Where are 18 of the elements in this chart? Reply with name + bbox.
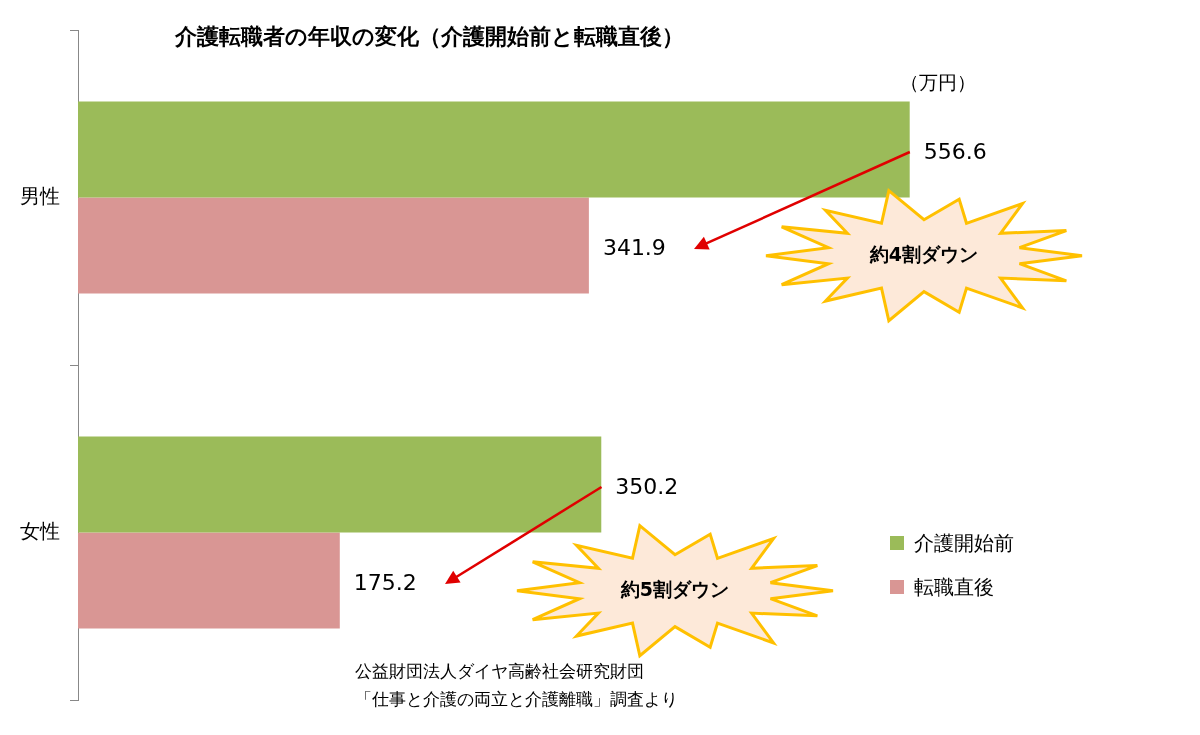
annotation: 公益財団法人ダイヤ高齢社会研究財団 <box>355 660 644 683</box>
bar <box>78 532 340 629</box>
bar <box>78 436 602 533</box>
y-tick-label: 男性 <box>20 183 60 208</box>
legend-label: 介護開始前 <box>914 531 1014 555</box>
data-label: 341.9 <box>602 235 666 261</box>
bar <box>78 197 589 294</box>
data-label: 350.2 <box>615 474 679 500</box>
data-label: 556.6 <box>923 139 987 165</box>
bar <box>78 101 910 198</box>
annotation: 約4割ダウン <box>869 242 978 268</box>
annotation: 約5割ダウン <box>620 577 729 603</box>
data-label: 175.2 <box>353 570 417 596</box>
chart-title: 介護転職者の年収の変化（介護開始前と転職直後） <box>175 23 684 51</box>
annotation: （万円） <box>899 70 976 95</box>
y-tick-label: 女性 <box>20 518 60 543</box>
annotation: 「仕事と介護の両立と介護離職」調査より <box>355 688 678 711</box>
legend-label: 転職直後 <box>914 575 994 599</box>
